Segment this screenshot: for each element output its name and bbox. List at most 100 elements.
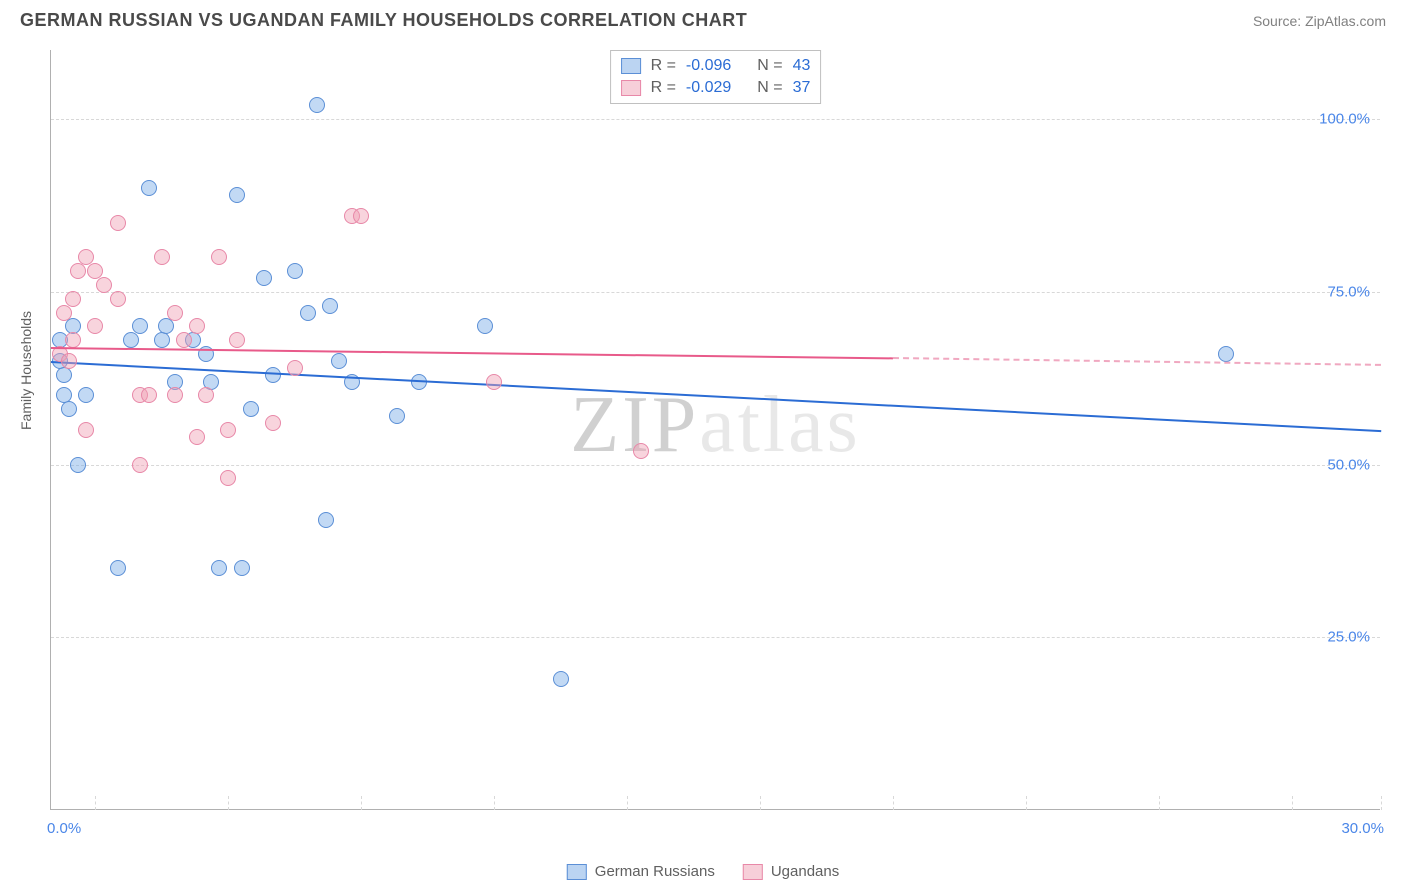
data-point: [65, 291, 81, 307]
legend-label: Ugandans: [771, 863, 839, 880]
gridline: [51, 292, 1380, 293]
data-point: [477, 318, 493, 334]
n-label: N =: [757, 57, 782, 75]
y-axis-label: Family Households: [18, 311, 34, 430]
x-tick: [1159, 796, 1160, 810]
data-point: [61, 401, 77, 417]
data-point: [309, 97, 325, 113]
trendline: [51, 347, 893, 359]
data-point: [56, 305, 72, 321]
data-point: [331, 353, 347, 369]
data-point: [141, 387, 157, 403]
stats-legend-box: R = -0.096 N = 43 R = -0.029 N = 37: [610, 50, 822, 104]
data-point: [198, 387, 214, 403]
x-tick-label: 30.0%: [1341, 820, 1384, 837]
data-point: [211, 560, 227, 576]
data-point: [96, 277, 112, 293]
data-point: [553, 671, 569, 687]
series-legend: German Russians Ugandans: [567, 863, 839, 880]
data-point: [287, 263, 303, 279]
data-point: [486, 374, 502, 390]
y-tick-label: 50.0%: [1327, 456, 1370, 473]
x-tick: [627, 796, 628, 810]
x-tick-label: 0.0%: [47, 820, 81, 837]
pink-swatch-icon: [743, 864, 763, 880]
data-point: [132, 318, 148, 334]
data-point: [78, 387, 94, 403]
y-tick-label: 75.0%: [1327, 283, 1370, 300]
r-value: -0.029: [686, 79, 731, 97]
watermark: ZIPatlas: [570, 379, 861, 470]
y-tick-label: 100.0%: [1319, 111, 1370, 128]
gridline: [51, 465, 1380, 466]
data-point: [189, 318, 205, 334]
r-label: R =: [651, 57, 676, 75]
r-value: -0.096: [686, 57, 731, 75]
pink-swatch-icon: [621, 80, 641, 96]
data-point: [318, 512, 334, 528]
n-value: 43: [793, 57, 811, 75]
data-point: [633, 443, 649, 459]
data-point: [234, 560, 250, 576]
chart-header: GERMAN RUSSIAN VS UGANDAN FAMILY HOUSEHO…: [0, 0, 1406, 31]
data-point: [229, 187, 245, 203]
data-point: [256, 270, 272, 286]
data-point: [87, 318, 103, 334]
x-tick: [760, 796, 761, 810]
gridline: [51, 637, 1380, 638]
data-point: [176, 332, 192, 348]
data-point: [189, 429, 205, 445]
legend-item: Ugandans: [743, 863, 839, 880]
source-label: Source: ZipAtlas.com: [1253, 13, 1386, 29]
x-tick: [893, 796, 894, 810]
legend-item: German Russians: [567, 863, 715, 880]
data-point: [229, 332, 245, 348]
trendline-dashed: [893, 357, 1381, 366]
data-point: [110, 560, 126, 576]
blue-swatch-icon: [621, 58, 641, 74]
data-point: [78, 422, 94, 438]
trendline: [51, 361, 1381, 432]
data-point: [167, 387, 183, 403]
data-point: [158, 318, 174, 334]
data-point: [110, 215, 126, 231]
r-label: R =: [651, 79, 676, 97]
data-point: [132, 457, 148, 473]
data-point: [167, 305, 183, 321]
data-point: [243, 401, 259, 417]
x-tick: [1026, 796, 1027, 810]
stats-row: R = -0.029 N = 37: [621, 77, 811, 99]
n-value: 37: [793, 79, 811, 97]
data-point: [220, 470, 236, 486]
data-point: [154, 249, 170, 265]
n-label: N =: [757, 79, 782, 97]
y-tick-label: 25.0%: [1327, 629, 1370, 646]
x-tick: [95, 796, 96, 810]
data-point: [1218, 346, 1234, 362]
data-point: [56, 367, 72, 383]
data-point: [141, 180, 157, 196]
data-point: [61, 353, 77, 369]
data-point: [70, 263, 86, 279]
data-point: [322, 298, 338, 314]
x-tick: [1292, 796, 1293, 810]
chart-plot-area: ZIPatlas R = -0.096 N = 43 R = -0.029 N …: [50, 50, 1380, 810]
x-tick: [1381, 796, 1382, 810]
data-point: [287, 360, 303, 376]
data-point: [65, 332, 81, 348]
data-point: [220, 422, 236, 438]
data-point: [211, 249, 227, 265]
x-tick: [494, 796, 495, 810]
chart-title: GERMAN RUSSIAN VS UGANDAN FAMILY HOUSEHO…: [20, 10, 747, 31]
data-point: [389, 408, 405, 424]
blue-swatch-icon: [567, 864, 587, 880]
x-tick: [228, 796, 229, 810]
data-point: [154, 332, 170, 348]
data-point: [110, 291, 126, 307]
data-point: [300, 305, 316, 321]
data-point: [353, 208, 369, 224]
gridline: [51, 119, 1380, 120]
data-point: [265, 415, 281, 431]
data-point: [70, 457, 86, 473]
data-point: [123, 332, 139, 348]
